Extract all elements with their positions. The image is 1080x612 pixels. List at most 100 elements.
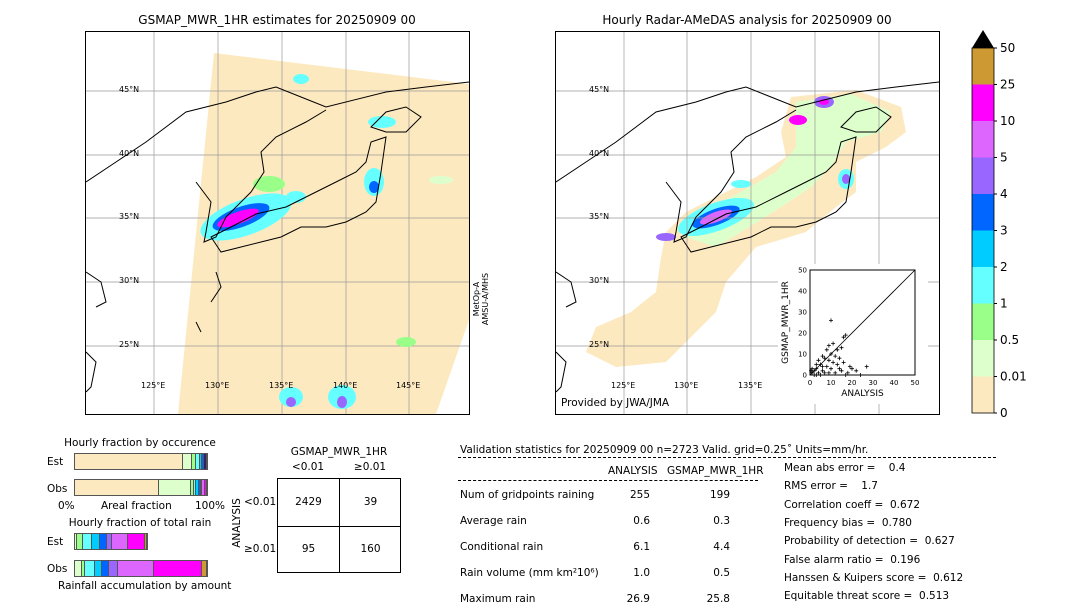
lat-label: 25°N (589, 340, 610, 349)
lon-label: 135°E (738, 381, 763, 390)
rain-fraction-title: Hourly fraction of total rain (68, 517, 212, 529)
scatter-point (829, 318, 833, 323)
scatter-point (814, 373, 819, 377)
cell: 2429 (295, 496, 322, 508)
left-map-canvas (86, 32, 469, 414)
bar-segment (159, 480, 192, 495)
occurrence-obs-bar (74, 479, 208, 496)
y-tick-label: 30 (798, 309, 807, 317)
col-analysis: ANALYSIS (608, 465, 658, 477)
scatter-point (826, 343, 831, 348)
analysis-coverage (586, 90, 906, 367)
colorbar-segment (972, 230, 994, 267)
bar-segment (100, 534, 107, 549)
lon-label: 125°E (611, 381, 636, 390)
bar-segment (82, 561, 85, 576)
bar-segment (128, 534, 145, 549)
rain-obs-bar (74, 560, 208, 577)
bar-segment (75, 480, 160, 495)
scatter-point (864, 364, 869, 369)
bar-segment (201, 561, 207, 576)
stats-header: Validation statistics for 20250909 00 n=… (460, 444, 869, 456)
colorbar-segment (972, 267, 994, 304)
bar-segment (153, 561, 202, 576)
scatter-point (843, 373, 848, 377)
row-label: ≥0.01 (244, 543, 277, 555)
bar-segment (109, 561, 119, 576)
scatter-point (818, 373, 823, 377)
scatter-point (822, 356, 827, 361)
scatter-point (824, 364, 829, 369)
scatter-point (824, 347, 829, 352)
scatter-point (818, 362, 823, 367)
colorbar: 50 25 10 5 4 3 2 1 0.5 0.01 0 (971, 30, 1027, 420)
scatter-point (831, 360, 836, 365)
stat-label: Average rain (460, 515, 527, 527)
occurrence-xlabel: Areal fraction (101, 500, 172, 512)
scatter-point (850, 366, 854, 371)
stat-gsmap: 199 (709, 489, 730, 501)
stat-gsmap: 0.3 (713, 515, 730, 527)
colorbar-segment (972, 303, 994, 340)
lat-label: 45°N (119, 85, 140, 94)
bar-segment (183, 454, 193, 469)
colorbar-segment (972, 340, 994, 377)
x-tick-label: 20 (848, 379, 857, 387)
stat-label: Num of gridpoints raining (460, 489, 595, 501)
contingency-table: 2429 39 95 160 (277, 478, 401, 573)
y-tick-label: 40 (798, 288, 807, 296)
colorbar-extend-triangle (972, 30, 994, 48)
col-label: <0.01 (291, 461, 325, 473)
colorbar-label: 4 (1000, 187, 1008, 201)
bar-segment (196, 454, 200, 469)
lat-label: 40°N (119, 149, 140, 158)
cell: 160 (360, 543, 381, 555)
scatter-xlabel: ANALYSIS (841, 389, 884, 399)
scatter-point (841, 335, 846, 340)
y-tick-label: 20 (798, 330, 807, 338)
bar-segment (106, 534, 112, 549)
stat-analysis: 0.6 (633, 515, 650, 527)
score: Frequency bias = 0.780 (784, 516, 912, 529)
bar-segment (83, 534, 92, 549)
bar-segment (102, 561, 110, 576)
colorbar-segment (972, 121, 994, 158)
scatter-point (820, 354, 825, 359)
scatter-point (810, 366, 815, 371)
tick-100: 100% (195, 500, 226, 512)
scatter-point (847, 364, 852, 369)
colorbar-segment (972, 48, 994, 85)
bar-segment (84, 561, 95, 576)
stat-label: Rain volume (mm km²10⁶) (460, 567, 599, 579)
cell: 39 (363, 496, 378, 508)
lon-label: 140°E (333, 381, 358, 390)
lon-label: 130°E (674, 381, 699, 390)
scatter-point (854, 368, 859, 373)
bar-segment (201, 480, 205, 495)
bar-segment (118, 561, 154, 576)
score: Mean abs error = 0.4 (784, 462, 906, 474)
score: Equitable threat score = 0.513 (784, 590, 950, 603)
bar-segment (198, 480, 201, 495)
est-label: Est (47, 536, 64, 548)
bar-segment (196, 480, 199, 495)
rain-blobs (200, 74, 453, 409)
scatter-point (831, 341, 836, 346)
left-map-title: GSMAP_MWR_1HR estimates for 20250909 00 (138, 13, 416, 27)
colorbar-label: 10 (1000, 114, 1015, 128)
score: Correlation coeff = 0.672 (784, 498, 920, 511)
bar-segment (92, 534, 101, 549)
obs-label: Obs (47, 483, 68, 495)
colorbar-segment (972, 194, 994, 231)
lat-label: 35°N (119, 212, 140, 221)
bar-segment (200, 480, 202, 495)
score: False alarm ratio = 0.196 (784, 553, 921, 566)
colorbar-segment (972, 157, 994, 194)
scatter-point (816, 358, 821, 363)
stat-label: Conditional rain (460, 541, 544, 553)
lon-label: 130°E (205, 381, 230, 390)
stat-gsmap: 0.5 (713, 567, 730, 579)
lat-label: 45°N (589, 85, 610, 94)
colorbar-label: 0.01 (1000, 370, 1027, 384)
scatter-plot: 0 10 20 30 40 50 0 10 20 30 40 50 ANALYSIS GSMAP_MWR_… (781, 267, 919, 400)
